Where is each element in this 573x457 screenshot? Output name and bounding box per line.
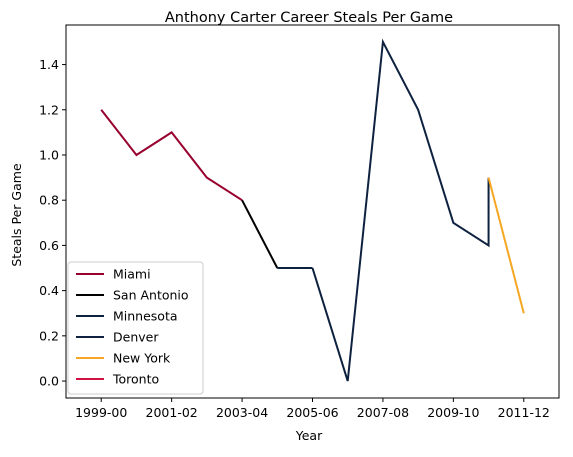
- x-axis-label: Year: [295, 428, 323, 443]
- y-tick-label: 0.4: [39, 283, 59, 298]
- x-tick-label: 2005-06: [286, 405, 338, 420]
- y-tick-label: 0.6: [39, 238, 59, 253]
- series-line-san-antonio: [241, 199, 279, 269]
- series-line-new-york: [487, 177, 525, 314]
- y-tick-label: 0.0: [39, 374, 59, 389]
- series-line-miami: [100, 109, 243, 202]
- x-tick-label: 1999-00: [75, 405, 127, 420]
- legend: Miami San Antonio Minnesota Denver New York T…: [67, 261, 204, 395]
- y-tick-label: 1.4: [39, 57, 59, 72]
- plot-frame: [65, 24, 560, 399]
- x-tick-label: 2003-04: [216, 405, 268, 420]
- legend-label: Denver: [113, 330, 159, 345]
- series-line-denver: [311, 38, 490, 382]
- y-tick-label: 0.2: [39, 328, 59, 343]
- y-tick-label: 1.2: [39, 102, 59, 117]
- legend-label: Toronto: [112, 372, 159, 387]
- y-axis-ticks: 0.0 0.2 0.4 0.6 0.8 1.0 1.2 1.4: [39, 57, 66, 389]
- plot-lines: [100, 38, 525, 382]
- y-tick-label: 1.0: [39, 147, 59, 162]
- legend-label: San Antonio: [113, 288, 189, 303]
- x-tick-label: 2009-10: [427, 405, 479, 420]
- legend-label: New York: [113, 351, 171, 366]
- y-tick-label: 0.8: [39, 193, 59, 208]
- y-axis-label: Steals Per Game: [9, 163, 24, 267]
- x-tick-label: 2007-08: [357, 405, 409, 420]
- legend-label: Miami: [113, 267, 151, 282]
- legend-label: Minnesota: [113, 309, 178, 324]
- x-axis-ticks: 1999-00 2001-02 2003-04 2005-06 2007-08 2009-…: [75, 398, 550, 420]
- chart-title: Anthony Carter Career Steals Per Game: [165, 10, 453, 26]
- x-tick-label: 2011-12: [498, 405, 550, 420]
- x-tick-label: 2001-02: [146, 405, 198, 420]
